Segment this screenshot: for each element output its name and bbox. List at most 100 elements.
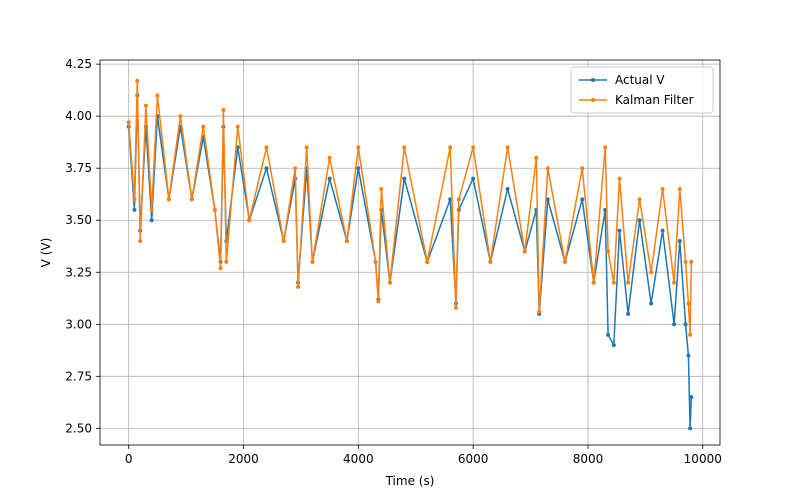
- data-point: [327, 155, 332, 160]
- data-point: [637, 197, 642, 202]
- data-point: [689, 395, 694, 400]
- data-point: [201, 124, 206, 129]
- data-point: [448, 145, 453, 150]
- data-point: [456, 197, 461, 202]
- data-point: [537, 309, 542, 314]
- y-axis-label: V (V): [39, 238, 53, 268]
- data-point: [373, 259, 378, 264]
- data-point: [611, 280, 616, 285]
- data-point: [296, 284, 301, 289]
- legend-label: Actual V: [615, 73, 665, 87]
- data-point: [356, 166, 361, 171]
- data-point: [264, 166, 269, 171]
- y-axis-ticks: 2.50 2.75 3.00 3.25 3.50 3.75 4.00 4.25: [65, 57, 100, 435]
- data-point: [126, 120, 131, 125]
- legend-label: Kalman Filter: [615, 93, 694, 107]
- x-tick-label: 0: [125, 452, 133, 466]
- data-point: [637, 218, 642, 223]
- grid-lines: [100, 60, 720, 445]
- y-tick-label: 2.50: [65, 421, 92, 435]
- data-point: [471, 176, 476, 181]
- data-point: [293, 166, 298, 171]
- data-point: [677, 239, 682, 244]
- y-tick-label: 3.75: [65, 161, 92, 175]
- data-point: [138, 239, 143, 244]
- data-point: [617, 176, 622, 181]
- data-point: [606, 332, 611, 337]
- data-point: [580, 197, 585, 202]
- data-point: [545, 166, 550, 171]
- x-tick-label: 10000: [684, 452, 722, 466]
- y-tick-label: 3.25: [65, 265, 92, 279]
- data-point: [660, 228, 665, 233]
- data-point: [304, 145, 309, 150]
- data-point: [522, 249, 527, 254]
- data-point: [376, 299, 381, 304]
- data-point: [402, 145, 407, 150]
- data-point: [688, 332, 693, 337]
- data-point: [626, 311, 631, 316]
- data-point: [545, 197, 550, 202]
- x-tick-label: 6000: [458, 452, 489, 466]
- data-point: [580, 166, 585, 171]
- series-layer: [126, 78, 694, 431]
- data-point: [505, 145, 510, 150]
- data-point: [425, 259, 430, 264]
- data-point: [235, 124, 240, 129]
- y-tick-label: 3.50: [65, 213, 92, 227]
- y-tick-label: 4.00: [65, 109, 92, 123]
- data-point: [683, 322, 688, 327]
- data-point: [344, 239, 349, 244]
- data-point: [689, 259, 694, 264]
- data-point: [686, 353, 691, 358]
- data-point: [327, 176, 332, 181]
- x-tick-label: 8000: [573, 452, 604, 466]
- data-point: [212, 207, 217, 212]
- data-point: [387, 280, 392, 285]
- legend-box: [570, 66, 714, 114]
- data-point: [649, 270, 654, 275]
- data-point: [683, 259, 688, 264]
- data-point: [617, 228, 622, 233]
- data-point: [224, 259, 229, 264]
- data-point: [149, 218, 154, 223]
- data-point: [534, 155, 539, 160]
- legend-marker: [591, 98, 595, 102]
- series-line-0: [127, 94, 693, 430]
- y-tick-label: 4.25: [65, 57, 92, 71]
- data-point: [606, 249, 611, 254]
- data-point: [155, 93, 160, 98]
- data-point: [143, 103, 148, 108]
- data-point: [686, 301, 691, 306]
- x-axis-label: Time (s): [385, 474, 435, 488]
- data-point: [563, 259, 567, 264]
- data-point: [505, 187, 510, 192]
- data-point: [189, 197, 194, 202]
- legend-marker: [591, 78, 595, 82]
- data-point: [448, 197, 453, 202]
- data-point: [660, 187, 665, 192]
- data-point: [626, 280, 631, 285]
- data-point: [649, 301, 654, 306]
- x-tick-label: 2000: [228, 452, 259, 466]
- y-tick-label: 3.00: [65, 317, 92, 331]
- data-point: [672, 322, 677, 327]
- data-point: [471, 145, 476, 150]
- data-point: [677, 187, 682, 192]
- data-point: [178, 114, 183, 119]
- data-point: [221, 107, 226, 112]
- data-point: [402, 176, 407, 181]
- data-point: [135, 78, 140, 83]
- data-point: [603, 145, 608, 150]
- y-tick-label: 2.75: [65, 369, 92, 383]
- legend: Actual V Kalman Filter: [570, 66, 714, 114]
- data-point: [611, 343, 616, 348]
- data-point: [218, 266, 223, 271]
- data-point: [379, 187, 384, 192]
- x-axis-ticks: 0 2000 4000 6000 8000 10000: [125, 445, 722, 466]
- data-point: [247, 218, 252, 223]
- plot-frame: [99, 59, 721, 446]
- data-point: [264, 145, 269, 150]
- data-point: [281, 239, 286, 244]
